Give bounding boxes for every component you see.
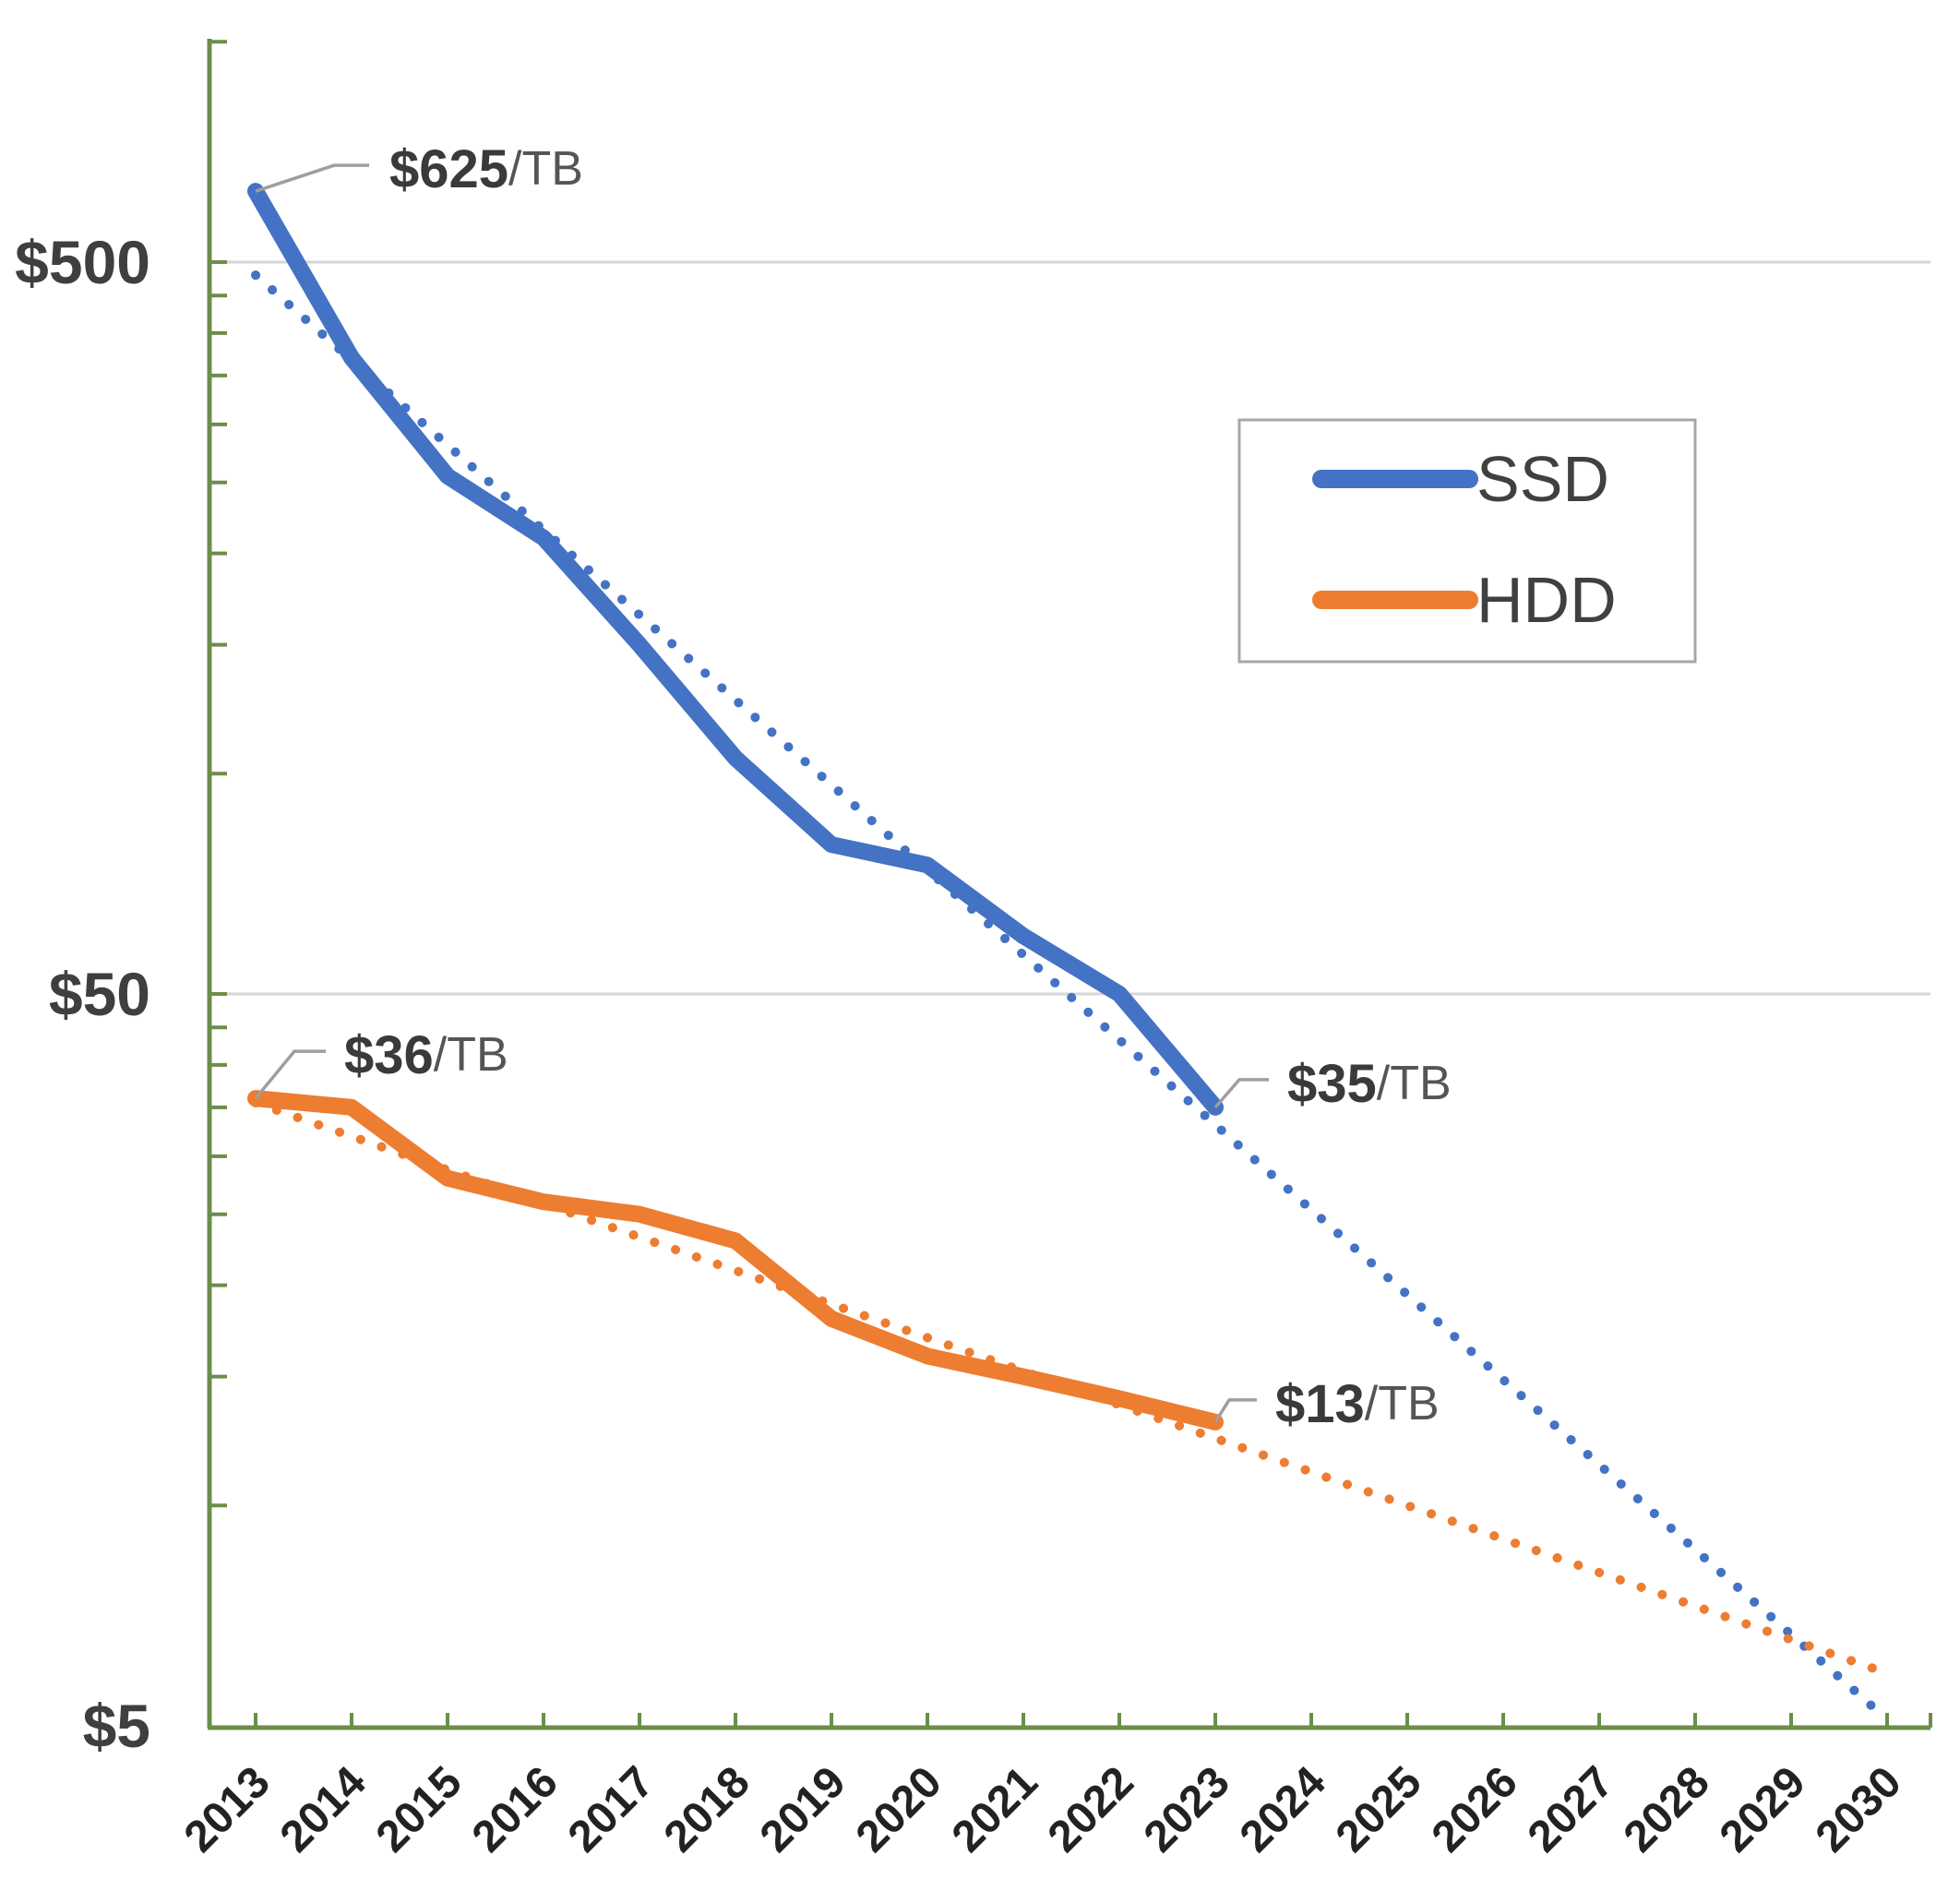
legend-label-hdd: HDD <box>1476 564 1617 636</box>
annotation-unit-text: /TB <box>1377 1057 1452 1110</box>
axes <box>207 39 1932 1730</box>
callout-line <box>255 163 369 193</box>
legend-box <box>1237 418 1697 664</box>
x-axis-label: 2030 <box>1807 1757 1911 1861</box>
y-axis-label: $500 <box>15 228 150 296</box>
annotation-value-text: $625 <box>389 139 508 199</box>
ssd-line <box>247 183 1224 1116</box>
annotation-unit-text: /TB <box>508 142 583 196</box>
annotation-label: $36/TB <box>344 1025 508 1085</box>
callout-line <box>1213 1398 1257 1423</box>
x-axis-label: 2024 <box>1231 1757 1335 1861</box>
x-axis-label: 2018 <box>655 1757 759 1861</box>
x-axis-label: 2016 <box>463 1757 568 1861</box>
ssd-trendline <box>251 270 1892 1725</box>
hdd-line <box>247 1090 1224 1430</box>
x-axis-label: 2027 <box>1519 1757 1623 1861</box>
y-axis-label: $5 <box>83 1692 150 1760</box>
annotation-value-text: $35 <box>1287 1053 1377 1113</box>
x-axis-label: 2017 <box>559 1757 663 1861</box>
annotation-hdd-end: $13/TB <box>1213 1373 1440 1433</box>
annotation-value-text: $13 <box>1275 1373 1365 1433</box>
annotation-ssd-start: $625/TB <box>255 139 583 199</box>
x-axis-label: 2020 <box>847 1757 951 1861</box>
callout-line <box>1213 1078 1269 1108</box>
annotation-label: $625/TB <box>389 139 583 199</box>
annotations: $625/TB$36/TB $35/TB$13/TB <box>254 139 1452 1433</box>
x-axis-label: 2022 <box>1039 1757 1143 1861</box>
x-axis-label: 2019 <box>751 1757 855 1861</box>
annotation-value-text: $36 <box>344 1025 434 1085</box>
y-axis-label: $50 <box>49 960 150 1028</box>
annotation-unit-text: /TB <box>434 1028 508 1082</box>
annotation-hdd-start: $36/TB <box>254 1025 508 1100</box>
annotation-label: $35/TB <box>1287 1053 1452 1113</box>
series-lines <box>247 183 1224 1430</box>
callout-line <box>254 1049 326 1100</box>
legend: SSD HDD <box>1237 418 1697 664</box>
x-axis-label: 2028 <box>1615 1757 1719 1861</box>
x-axis-label: 2021 <box>943 1757 1047 1861</box>
x-axis-label: 2026 <box>1423 1757 1527 1861</box>
x-axis-label: 2023 <box>1135 1757 1239 1861</box>
annotation-unit-text: /TB <box>1365 1377 1440 1430</box>
x-axis-label: 2015 <box>367 1757 472 1861</box>
x-axis-label: 2029 <box>1711 1757 1815 1861</box>
annotation-label: $13/TB <box>1275 1373 1440 1433</box>
annotation-ssd-end: $35/TB <box>1213 1053 1452 1113</box>
x-axis-label: 2025 <box>1327 1757 1431 1861</box>
x-axis-label: 2013 <box>175 1757 280 1861</box>
x-axis-label: 2014 <box>271 1757 376 1861</box>
legend-label-ssd: SSD <box>1476 443 1609 515</box>
